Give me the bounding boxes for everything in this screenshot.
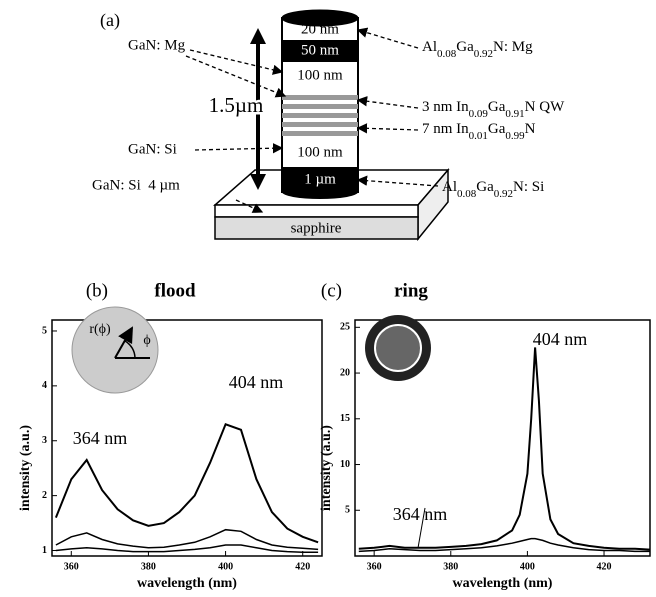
y-axis-label: intensity (a.u.)	[18, 425, 33, 511]
y-tick-label: 20	[340, 367, 350, 378]
gan-layer	[215, 205, 418, 217]
x-tick-label: 380	[141, 561, 156, 572]
right-label: 7 nm In0.01Ga0.99N	[422, 121, 536, 141]
y-axis-label: intensity (a.u.)	[319, 425, 334, 511]
label-part: 0.08	[437, 48, 457, 60]
label-part: 3 nm In	[422, 99, 469, 115]
y-tick-label: 5	[345, 505, 350, 516]
x-tick-label: 420	[597, 561, 612, 572]
y-tick-label: 5	[42, 325, 47, 336]
left-label: GaN: Si	[128, 141, 177, 157]
thickness-label: 1.5µm	[209, 93, 264, 117]
line-series	[359, 539, 650, 552]
label-part: N: Mg	[493, 39, 533, 55]
label-part: Al	[442, 179, 457, 195]
left-label: GaN: Si 4 µm	[92, 177, 180, 193]
panel-title: flood	[154, 280, 196, 301]
left-label: GaN: Mg	[128, 37, 186, 53]
y-tick-label: 4	[42, 380, 47, 391]
right-label: Al0.08Ga0.92N: Si	[442, 179, 544, 199]
y-tick-label: 2	[42, 490, 47, 501]
label-part: Ga	[456, 39, 474, 55]
right-label: Al0.08Ga0.92N: Mg	[422, 39, 533, 59]
y-tick-label: 10	[340, 459, 350, 470]
peak-label: 364 nm	[73, 428, 128, 448]
x-axis-label: wavelength (nm)	[453, 576, 553, 591]
charts: (b) flood 360 380 400 420 1 2 3 4 5 wavelength (nm)…	[18, 280, 650, 591]
y-tick-label: 1	[42, 545, 47, 556]
label-part: Al	[422, 39, 437, 55]
layer-label: 50 nm	[301, 42, 339, 58]
label-part: 0.91	[505, 108, 524, 120]
peak-label: 404 nm	[533, 329, 588, 349]
layer-label: 20 nm	[301, 21, 339, 37]
y-tick-label: 25	[340, 322, 350, 333]
layer-label: 1 µm	[304, 171, 336, 187]
label-part: Ga	[488, 99, 506, 115]
layer-label: 100 nm	[297, 67, 343, 83]
figure: (a) sapphire 20 nm 50 nm 100 nm 100 nm 1…	[0, 0, 656, 597]
inset-label: r(ϕ)	[89, 322, 111, 337]
label-part: N	[525, 121, 536, 137]
x-tick-label: 400	[520, 561, 535, 572]
x-tick-label: 380	[443, 561, 458, 572]
layer-label: 100 nm	[297, 144, 343, 160]
x-tick-label: 360	[367, 561, 382, 572]
line-series	[56, 530, 318, 550]
right-label: 3 nm In0.09Ga0.91N QW	[422, 99, 565, 119]
ring-inner	[375, 325, 421, 371]
label-part: 0.92	[494, 188, 513, 200]
diagram: (a) sapphire 20 nm 50 nm 100 nm 100 nm 1…	[92, 10, 448, 239]
panel-label: (a)	[100, 10, 120, 31]
label-part: N QW	[525, 99, 565, 115]
peak-label: 404 nm	[229, 372, 284, 392]
panel-title: ring	[394, 280, 428, 301]
inset-disk	[72, 307, 158, 393]
label-part: Ga	[476, 179, 494, 195]
peak-label: 364 nm	[393, 504, 448, 524]
label-part: N: Si	[513, 179, 544, 195]
label-part: 0.01	[469, 130, 488, 142]
label-part: 0.08	[457, 188, 477, 200]
inset-label: ϕ	[143, 333, 150, 348]
x-tick-label: 420	[295, 561, 310, 572]
x-tick-label: 400	[218, 561, 233, 572]
x-axis-label: wavelength (nm)	[137, 576, 237, 591]
label-part: 0.09	[469, 108, 489, 120]
y-tick-label: 3	[42, 435, 47, 446]
y-tick-label: 15	[340, 413, 350, 424]
label-part: 0.92	[474, 48, 493, 60]
panel-label: (b)	[86, 280, 108, 301]
panel-label: (c)	[321, 280, 342, 301]
label-part: 7 nm In	[422, 121, 469, 137]
substrate-label: sapphire	[291, 220, 342, 236]
label-part: 0.99	[505, 130, 525, 142]
x-tick-label: 360	[64, 561, 79, 572]
label-part: Ga	[488, 121, 506, 137]
